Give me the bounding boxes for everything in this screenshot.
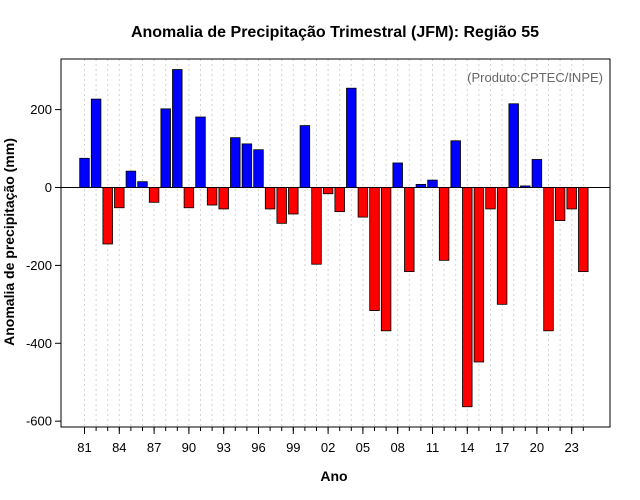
bar-1990	[183, 187, 195, 209]
bar-2023	[566, 187, 577, 210]
bar-1984	[114, 187, 125, 209]
bar-1997	[264, 187, 276, 210]
y-tick-label: -200	[26, 258, 52, 273]
bar-2011	[427, 179, 438, 188]
y-axis-title: Anomalia de precipitação (mm)	[1, 138, 17, 346]
bar-2021	[543, 187, 554, 332]
bar-2003	[334, 187, 345, 213]
bar-2009	[404, 187, 415, 273]
bar-2022	[554, 187, 566, 222]
x-tick-label: 87	[147, 440, 161, 455]
bar-2007	[380, 187, 392, 332]
x-tick-label: 99	[286, 440, 300, 455]
bar-2017	[496, 187, 508, 305]
x-axis-title: Ano	[320, 468, 347, 484]
bar-2016	[485, 187, 496, 210]
x-tick-label: 93	[216, 440, 230, 455]
bar-2019	[520, 185, 531, 188]
bar-1992	[206, 187, 218, 206]
bar-2006	[369, 187, 380, 311]
bar-2015	[473, 187, 485, 363]
x-tick-label: 23	[564, 440, 578, 455]
chart-title: Anomalia de Precipitação Trimestral (JFM…	[131, 24, 539, 41]
bar-1987	[148, 187, 160, 203]
bar-2012	[438, 187, 450, 261]
y-tick-label: 0	[45, 180, 52, 195]
x-tick-label: 11	[426, 440, 440, 455]
x-tick-label: 05	[356, 440, 370, 455]
x-axis: 81 84 87 90 93 96 99 02 05 08 11 14 17 20 23	[77, 427, 584, 455]
bar-2001	[311, 187, 322, 265]
grid-layer	[84, 59, 584, 427]
bar-2002	[322, 187, 334, 195]
y-axis: -600 -400 -200 0 200	[26, 102, 61, 429]
plot-frame	[60, 58, 611, 428]
bar-1986	[137, 181, 148, 188]
bar-1988	[160, 108, 171, 188]
x-tick-label: 90	[182, 440, 196, 455]
x-tick-label: 84	[112, 440, 126, 455]
x-tick-label: 20	[530, 440, 544, 455]
bar-2010	[415, 183, 427, 188]
bar-2008	[392, 162, 403, 188]
bar-2014	[462, 187, 473, 408]
source-annotation: (Produto:CPTEC/INPE)	[467, 70, 603, 85]
bar-1999	[288, 187, 299, 215]
bar-1981	[79, 157, 90, 188]
bar-1991	[195, 116, 206, 188]
y-tick-label: -400	[26, 336, 52, 351]
bar-2000	[299, 125, 311, 188]
bars-layer	[79, 69, 589, 408]
bar-2005	[357, 187, 369, 218]
bar-1998	[276, 187, 287, 224]
bar-1982	[90, 98, 102, 188]
x-tick-label: 81	[77, 440, 91, 455]
bar-2013	[450, 140, 461, 188]
bar-1993	[218, 187, 229, 210]
bar-2004	[346, 87, 357, 188]
bar-1983	[102, 187, 113, 245]
x-tick-label: 08	[390, 440, 404, 455]
x-tick-label: 14	[460, 440, 474, 455]
bar-1985	[125, 170, 137, 188]
x-tick-label: 17	[495, 440, 509, 455]
bar-1989	[172, 69, 183, 188]
bar-1995	[241, 143, 253, 188]
y-tick-label: -600	[26, 414, 52, 429]
bar-2018	[508, 103, 519, 188]
bar-2024	[578, 187, 589, 273]
bar-1994	[230, 137, 241, 188]
bar-2020	[531, 159, 543, 188]
y-tick-label: 200	[30, 102, 52, 117]
x-tick-label: 96	[251, 440, 265, 455]
bar-1996	[253, 149, 264, 188]
x-tick-label: 02	[321, 440, 335, 455]
